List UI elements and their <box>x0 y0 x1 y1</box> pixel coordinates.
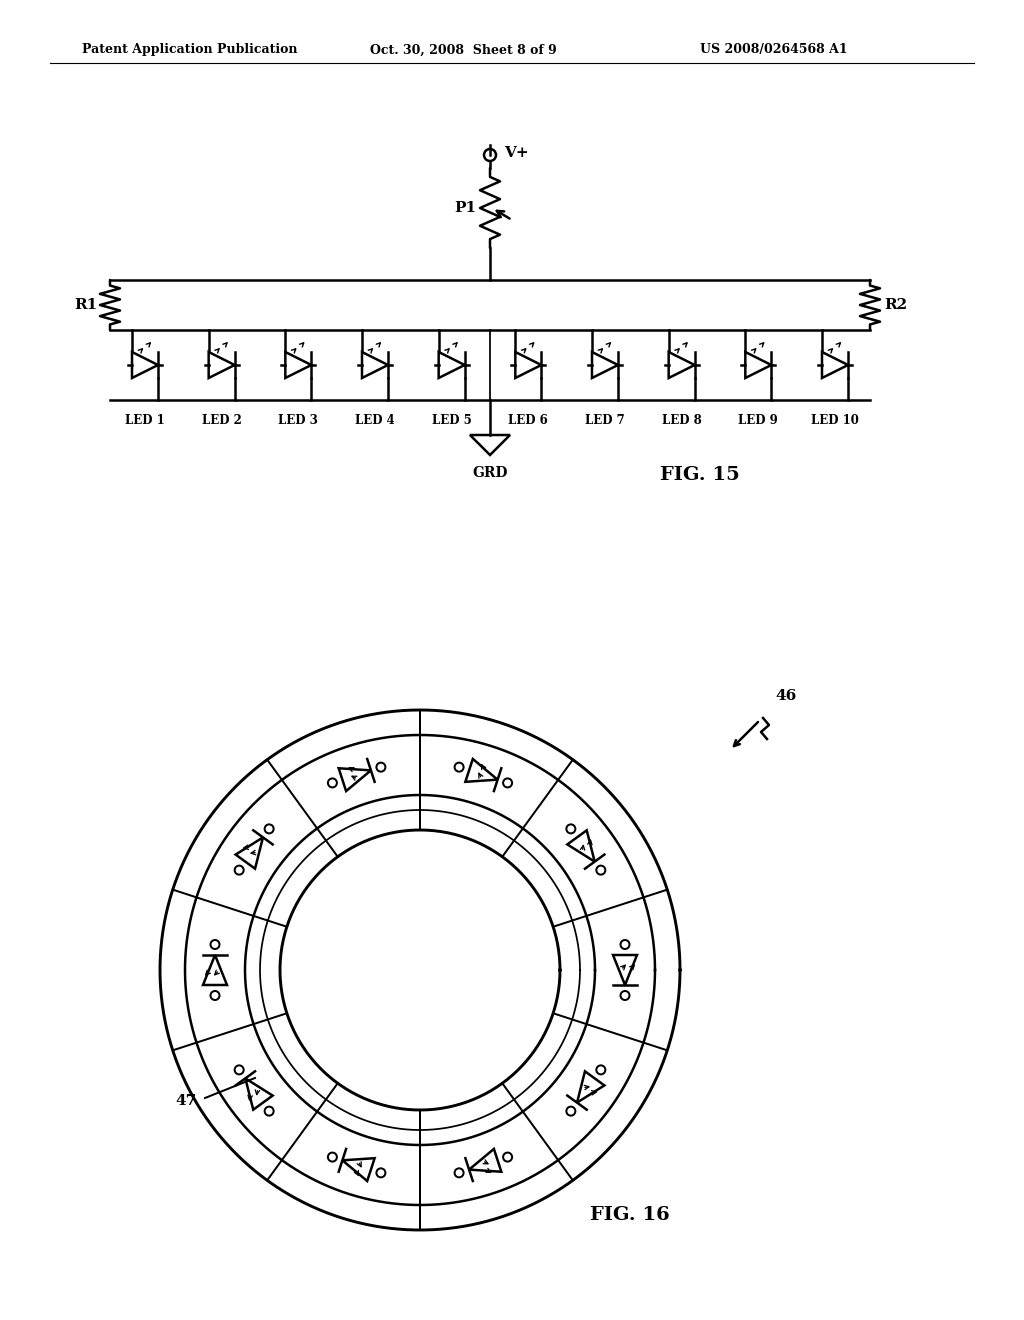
Text: V+: V+ <box>504 147 528 160</box>
Text: LED 3: LED 3 <box>279 413 318 426</box>
Text: LED 8: LED 8 <box>662 413 701 426</box>
Text: FIG. 15: FIG. 15 <box>660 466 740 484</box>
Text: LED 10: LED 10 <box>811 413 859 426</box>
Text: LED 5: LED 5 <box>432 413 471 426</box>
Text: Patent Application Publication: Patent Application Publication <box>82 44 298 57</box>
Text: R1: R1 <box>74 298 97 312</box>
Text: Oct. 30, 2008  Sheet 8 of 9: Oct. 30, 2008 Sheet 8 of 9 <box>370 44 557 57</box>
Text: R2: R2 <box>884 298 907 312</box>
Text: GRD: GRD <box>472 466 508 480</box>
Text: 47: 47 <box>175 1094 197 1107</box>
Text: LED 9: LED 9 <box>738 413 778 426</box>
Text: LED 2: LED 2 <box>202 413 242 426</box>
Text: 46: 46 <box>775 689 797 704</box>
Text: LED 6: LED 6 <box>509 413 548 426</box>
Text: LED 1: LED 1 <box>125 413 165 426</box>
Text: P1: P1 <box>454 201 476 215</box>
Text: US 2008/0264568 A1: US 2008/0264568 A1 <box>700 44 848 57</box>
Text: FIG. 16: FIG. 16 <box>590 1206 670 1224</box>
Text: LED 4: LED 4 <box>355 413 395 426</box>
Text: LED 7: LED 7 <box>585 413 625 426</box>
